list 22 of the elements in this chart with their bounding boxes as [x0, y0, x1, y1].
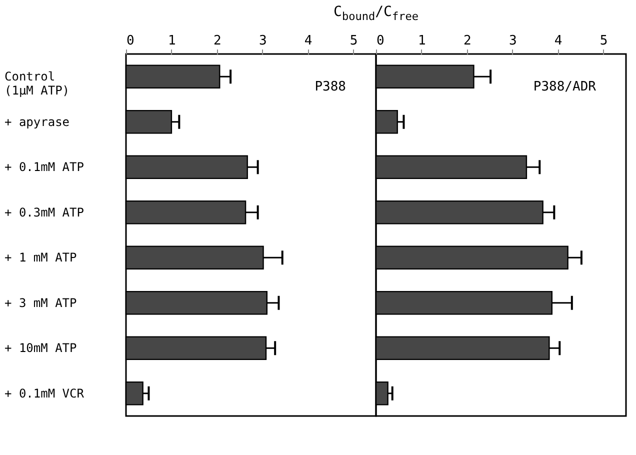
x-tick-label: 2 — [213, 34, 222, 48]
x-tick-label: 4 — [554, 34, 562, 48]
x-tick-label: 4 — [304, 34, 312, 48]
y-tick-label: + 10mM ATP — [4, 341, 77, 356]
y-tick-label: + 3 mM ATP — [4, 296, 77, 310]
y-tick-label: + 0.1mM VCR — [4, 386, 85, 400]
x-tick-label: 5 — [350, 34, 358, 48]
y-tick-label: + 0.3mM ATP — [4, 205, 84, 220]
x-tick-label: 2 — [463, 34, 472, 48]
annotation: P388 — [314, 80, 346, 95]
x-tick-label: 3 — [258, 34, 267, 48]
x-tick-label: 0 — [376, 34, 384, 48]
y-tick-label: + 1 mM ATP — [4, 250, 77, 265]
y-tick-label: + apyrase — [4, 114, 70, 129]
x-tick-label: 0 — [126, 34, 134, 48]
y-tick-label: + 0.1mM ATP — [4, 160, 84, 174]
x-tick-label: 5 — [600, 34, 608, 48]
x-tick-label: 3 — [508, 34, 517, 48]
x-tick-label: 1 — [168, 34, 176, 48]
x-tick-label: 1 — [418, 34, 426, 48]
annotation: P388/ADR — [533, 80, 596, 95]
y-tick-label: Control (1μM ATP) — [4, 70, 70, 98]
